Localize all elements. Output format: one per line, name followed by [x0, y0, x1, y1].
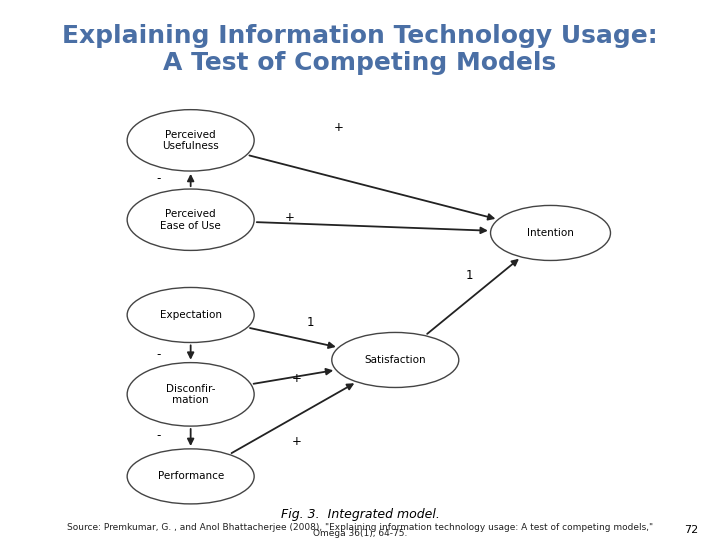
Text: Explaining Information Technology Usage:: Explaining Information Technology Usage: [62, 24, 658, 48]
Ellipse shape [332, 333, 459, 388]
Text: Satisfaction: Satisfaction [364, 355, 426, 365]
Text: 1: 1 [466, 269, 473, 282]
Text: -: - [157, 172, 161, 185]
Text: Expectation: Expectation [160, 310, 222, 320]
Text: Perceived
Ease of Use: Perceived Ease of Use [161, 209, 221, 231]
Text: Disconfir-
mation: Disconfir- mation [166, 383, 215, 405]
Text: -: - [157, 348, 161, 361]
Ellipse shape [127, 287, 254, 342]
Text: +: + [292, 435, 302, 449]
Ellipse shape [127, 110, 254, 171]
Text: +: + [292, 372, 302, 385]
Text: +: + [284, 211, 294, 224]
Text: Perceived
Usefulness: Perceived Usefulness [162, 130, 219, 151]
Text: 72: 72 [685, 525, 698, 535]
Ellipse shape [127, 189, 254, 251]
Text: Intention: Intention [527, 228, 574, 238]
Text: Source: Premkumar, G. , and Anol Bhattacherjee (2008), "Explaining information t: Source: Premkumar, G. , and Anol Bhattac… [67, 523, 653, 532]
Text: 1: 1 [307, 316, 315, 329]
Text: +: + [334, 120, 343, 133]
Text: A Test of Competing Models: A Test of Competing Models [163, 51, 557, 75]
Ellipse shape [127, 449, 254, 504]
Ellipse shape [127, 363, 254, 426]
Ellipse shape [490, 205, 611, 260]
Text: Omega 36(1), 64-75.: Omega 36(1), 64-75. [312, 529, 408, 538]
Text: Performance: Performance [158, 471, 224, 481]
Text: -: - [157, 429, 161, 442]
Text: Fig. 3.  Integrated model.: Fig. 3. Integrated model. [281, 508, 439, 521]
